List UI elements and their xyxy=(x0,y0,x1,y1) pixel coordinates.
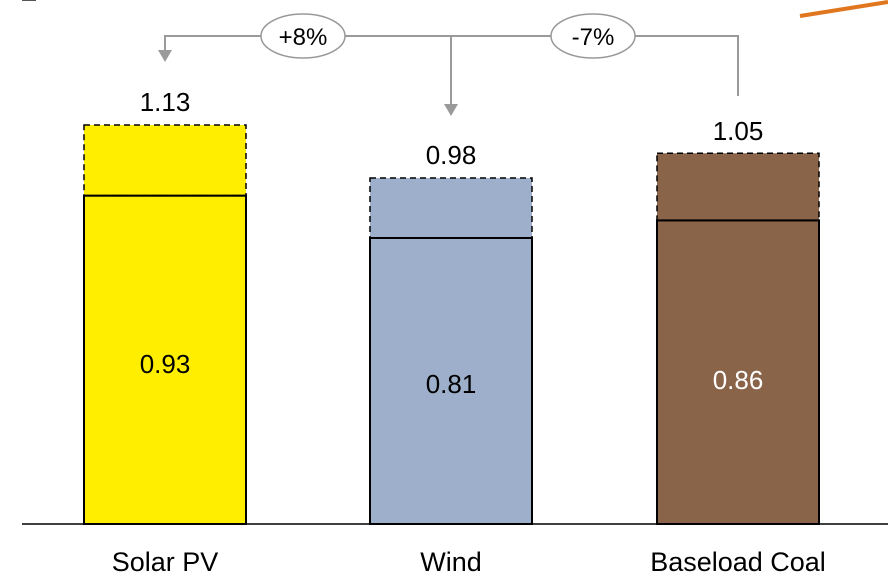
bar-increment-wind xyxy=(369,177,533,239)
annotation-plus-8: +8% xyxy=(260,13,346,59)
x-tick-label-solar-pv: Solar PV xyxy=(112,547,219,577)
top-value-label-baseload-coal: 1.05 xyxy=(713,116,764,146)
orange-accent-line xyxy=(799,0,888,18)
base-value-label-baseload-coal: 0.86 xyxy=(713,365,764,395)
bar-base-solar-pv xyxy=(83,194,247,525)
base-value-label-solar-pv: 0.93 xyxy=(140,349,191,379)
top-value-label-solar-pv: 1.13 xyxy=(140,87,191,117)
arrowhead-wind xyxy=(444,104,458,116)
bar-base-wind xyxy=(369,236,533,525)
connectors-group xyxy=(158,35,739,116)
x-tick-label-baseload-coal: Baseload Coal xyxy=(650,547,826,577)
annotation-text-minus-7: -7% xyxy=(572,24,615,51)
bars-group xyxy=(83,124,820,526)
base-value-label-wind: 0.81 xyxy=(426,369,477,399)
bar-base-baseload-coal xyxy=(656,219,820,526)
arrowhead-solar-pv xyxy=(158,50,172,62)
bar-increment-solar-pv xyxy=(83,124,247,197)
annotation-bubble-plus-8 xyxy=(260,13,346,59)
bar-increment-baseload-coal xyxy=(656,152,820,222)
annotation-bubble-minus-7 xyxy=(550,13,636,59)
annotation-text-plus-8: +8% xyxy=(279,24,328,51)
connector-bubble-minus-7-to-coal xyxy=(635,35,739,96)
annotation-minus-7: -7% xyxy=(550,13,636,59)
top-value-label-wind: 0.98 xyxy=(426,140,477,170)
connector-bubble-plus-8-to-solar xyxy=(164,35,261,50)
x-tick-label-wind: Wind xyxy=(420,547,482,577)
